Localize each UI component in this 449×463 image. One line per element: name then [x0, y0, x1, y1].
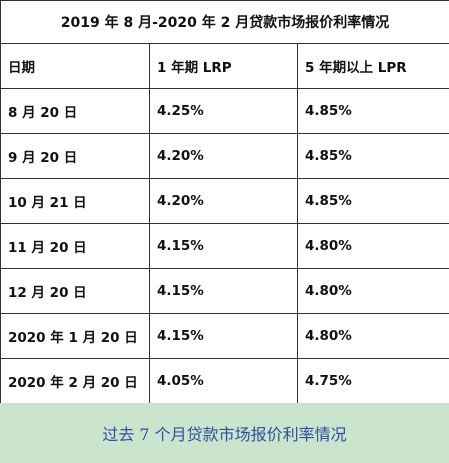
column-header-5y-lpr: 5 年期以上 LPR: [296, 43, 449, 89]
cell-1y-lpr: 4.15%: [149, 313, 298, 359]
cell-1y-lpr: 4.20%: [149, 133, 298, 179]
cell-5y-lpr: 4.85%: [296, 88, 449, 134]
table-row: 2020 年 1 月 20 日 4.15% 4.80%: [0, 313, 449, 359]
column-header-date: 日期: [0, 43, 150, 89]
table-row: 10 月 21 日 4.20% 4.85%: [0, 178, 449, 224]
cell-date: 10 月 21 日: [0, 178, 150, 224]
cell-5y-lpr: 4.80%: [296, 313, 449, 359]
table-header-row: 日期 1 年期 LRP 5 年期以上 LPR: [0, 43, 449, 89]
table-row: 2020 年 2 月 20 日 4.05% 4.75%: [0, 358, 449, 404]
table-row: 11 月 20 日 4.15% 4.80%: [0, 223, 449, 269]
cell-5y-lpr: 4.85%: [296, 133, 449, 179]
table-row: 9 月 20 日 4.20% 4.85%: [0, 133, 449, 179]
cell-1y-lpr: 4.20%: [149, 178, 298, 224]
cell-1y-lpr: 4.25%: [149, 88, 298, 134]
cell-date: 11 月 20 日: [0, 223, 150, 269]
cell-date: 2020 年 2 月 20 日: [0, 358, 150, 404]
cell-date: 8 月 20 日: [0, 88, 150, 134]
cell-1y-lpr: 4.15%: [149, 223, 298, 269]
cell-1y-lpr: 4.15%: [149, 268, 298, 314]
cell-5y-lpr: 4.80%: [296, 223, 449, 269]
table-title-row: 2019 年 8 月-2020 年 2 月贷款市场报价利率情况: [0, 0, 449, 44]
table-row: 8 月 20 日 4.25% 4.85%: [0, 88, 449, 134]
cell-1y-lpr: 4.05%: [149, 358, 298, 404]
table-row: 12 月 20 日 4.15% 4.80%: [0, 268, 449, 314]
table-caption: 过去 7 个月贷款市场报价利率情况: [0, 403, 449, 463]
cell-date: 12 月 20 日: [0, 268, 150, 314]
cell-5y-lpr: 4.85%: [296, 178, 449, 224]
table-title: 2019 年 8 月-2020 年 2 月贷款市场报价利率情况: [0, 0, 449, 44]
column-header-1y-lpr: 1 年期 LRP: [149, 43, 298, 89]
cell-5y-lpr: 4.75%: [296, 358, 449, 404]
cell-date: 2020 年 1 月 20 日: [0, 313, 150, 359]
cell-date: 9 月 20 日: [0, 133, 150, 179]
lpr-table: 2019 年 8 月-2020 年 2 月贷款市场报价利率情况 日期 1 年期 …: [0, 0, 449, 404]
cell-5y-lpr: 4.80%: [296, 268, 449, 314]
